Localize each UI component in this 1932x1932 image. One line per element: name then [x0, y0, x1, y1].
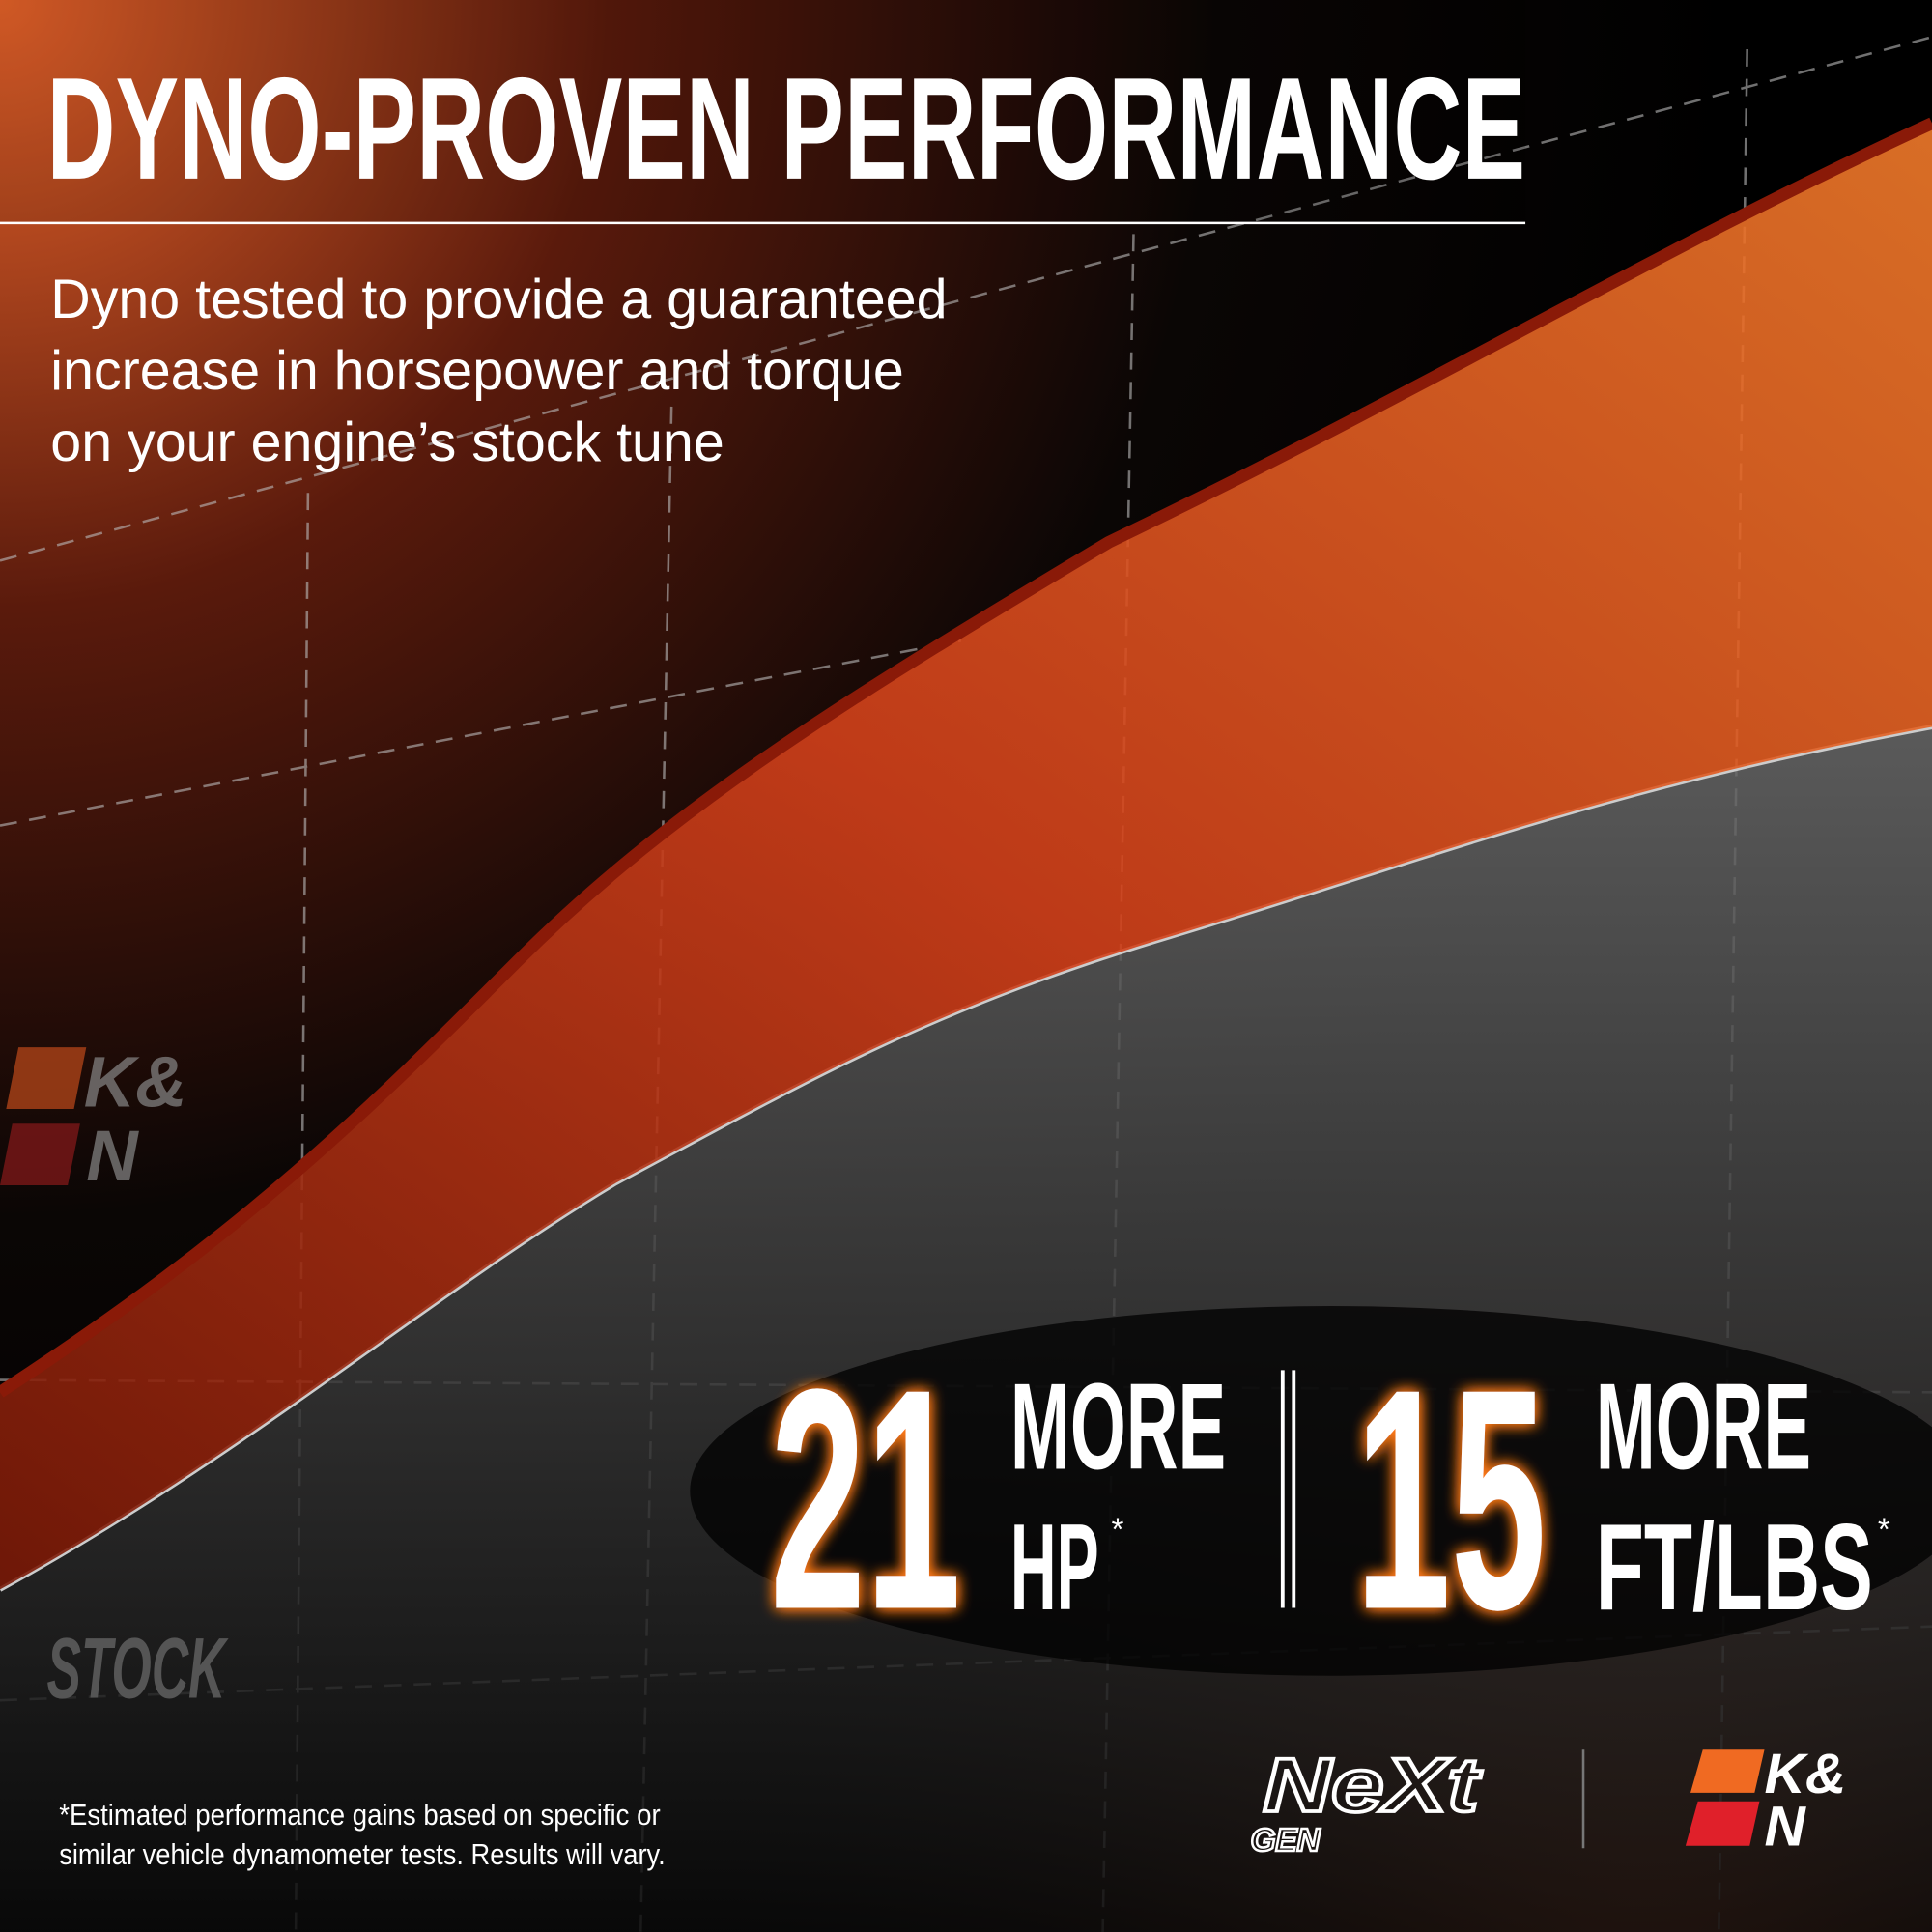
logo-text: N: [1765, 1796, 1807, 1859]
stat-top: MORE: [1010, 1358, 1226, 1495]
title: DYNO-PROVEN PERFORMANCE: [46, 47, 1525, 210]
stat-value: 15: [1355, 1324, 1547, 1675]
stat-bottom: HP: [1010, 1499, 1099, 1636]
logo-text: K&: [84, 1041, 187, 1122]
stats-backdrop: [690, 1306, 1932, 1676]
tuned-curve: [0, 117, 1932, 1398]
footnote-line: *Estimated performance gains based on sp…: [59, 1799, 660, 1832]
stat-bottom: FT/LBS: [1596, 1499, 1873, 1636]
tuned-curve-area: [0, 123, 1932, 1590]
stat-mark: *: [1112, 1512, 1124, 1548]
stock-label: STOCK: [46, 1620, 228, 1717]
subtitle-line: on your engine’s stock tune: [50, 412, 724, 473]
stat-mark: *: [1878, 1512, 1890, 1548]
subtitle-line: Dyno tested to provide a guaranteed: [50, 269, 947, 330]
kn-logo: K& N: [1685, 1743, 1847, 1859]
logo-text: K&: [1765, 1743, 1847, 1805]
stats: 21 15: [770, 1324, 1547, 1675]
footnote-line: similar vehicle dynamometer tests. Resul…: [59, 1838, 666, 1871]
logo-text: GEN: [1251, 1823, 1321, 1859]
stat-top: MORE: [1596, 1358, 1811, 1495]
tuned-logo: K& N: [0, 1041, 187, 1196]
stat-value: 21: [770, 1324, 961, 1675]
subtitle-line: increase in horsepower and torque: [50, 340, 904, 402]
logo-text: NeXt: [1263, 1742, 1483, 1828]
nextgen-logo: NeXt GEN: [1249, 1740, 1485, 1860]
title-band: [0, 0, 1526, 222]
logo-text: N: [86, 1116, 139, 1196]
